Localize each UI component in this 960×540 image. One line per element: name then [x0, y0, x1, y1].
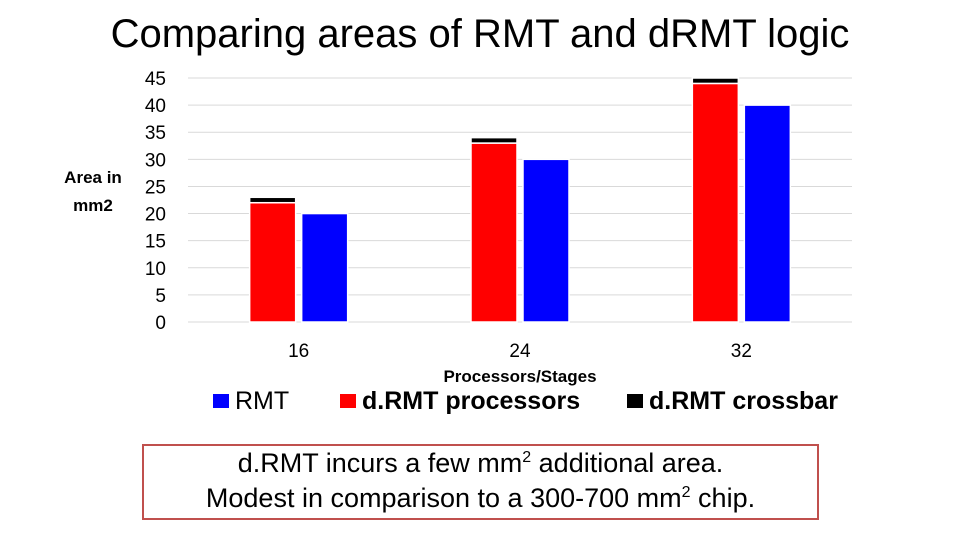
note-box: d.RMT incurs a few mm2 additional area. …	[142, 444, 819, 520]
legend-swatch-rmt	[213, 394, 229, 408]
note-line-1: d.RMT incurs a few mm2 additional area.	[144, 446, 817, 481]
slide-title: Comparing areas of RMT and dRMT logic	[110, 12, 850, 56]
y-tick-label: 0	[155, 313, 166, 334]
bar-drmt-crossbar	[691, 77, 740, 85]
legend-item-rmt: RMT	[213, 386, 289, 416]
bar-drmt-crossbar	[248, 196, 297, 204]
bar-drmt-processors	[248, 201, 297, 323]
bar-drmt-processors	[470, 142, 518, 323]
note-line-1-text: d.RMT incurs a few mm	[237, 448, 523, 478]
bar-chart: 0 5 10 15 20 25 30 35 40 45 Area in mm2 16 24 32 Proces…	[64, 69, 852, 386]
y-tick-label: 20	[145, 205, 166, 226]
legend-label-rmt: RMT	[235, 386, 290, 415]
bar-rmt	[522, 158, 570, 323]
y-axis-label-line-1: Area in	[64, 168, 122, 187]
legend-swatch-processors	[340, 394, 356, 408]
y-tick-label: 40	[145, 96, 166, 117]
note-line-2-tail: chip.	[690, 483, 756, 513]
bar-rmt	[300, 212, 349, 323]
note-line-1-tail: additional area.	[531, 448, 724, 478]
bar-rmt	[743, 104, 792, 323]
y-tick-label: 45	[145, 69, 166, 90]
y-tick-label: 15	[145, 232, 166, 253]
x-tick-label: 16	[288, 341, 309, 362]
bar-drmt-processors	[691, 82, 740, 323]
legend-item-processors: d.RMT processors	[340, 386, 580, 416]
x-tick-label: 32	[731, 341, 752, 362]
y-axis-label-line-2: mm2	[73, 196, 113, 215]
legend-label-processors: d.RMT processors	[362, 386, 581, 415]
bar-drmt-crossbar	[470, 136, 518, 144]
note-line-1-superscript: 2	[522, 449, 532, 466]
y-tick-label: 35	[145, 123, 166, 144]
legend-item-crossbar: d.RMT crossbar	[627, 386, 838, 416]
note-line-2-superscript: 2	[681, 484, 691, 501]
y-tick-label: 25	[145, 177, 166, 198]
note-line-2-text: Modest in comparison to a 300-700 mm	[205, 483, 682, 513]
y-tick-label: 5	[155, 286, 166, 307]
y-tick-label: 30	[145, 150, 166, 171]
x-axis-label: Processors/Stages	[443, 367, 596, 386]
x-tick-label: 24	[509, 341, 531, 362]
note-line-2: Modest in comparison to a 300-700 mm2 ch…	[144, 481, 817, 516]
legend-swatch-crossbar	[627, 394, 643, 408]
legend-label-crossbar: d.RMT crossbar	[649, 386, 838, 415]
y-tick-label: 10	[145, 259, 166, 280]
